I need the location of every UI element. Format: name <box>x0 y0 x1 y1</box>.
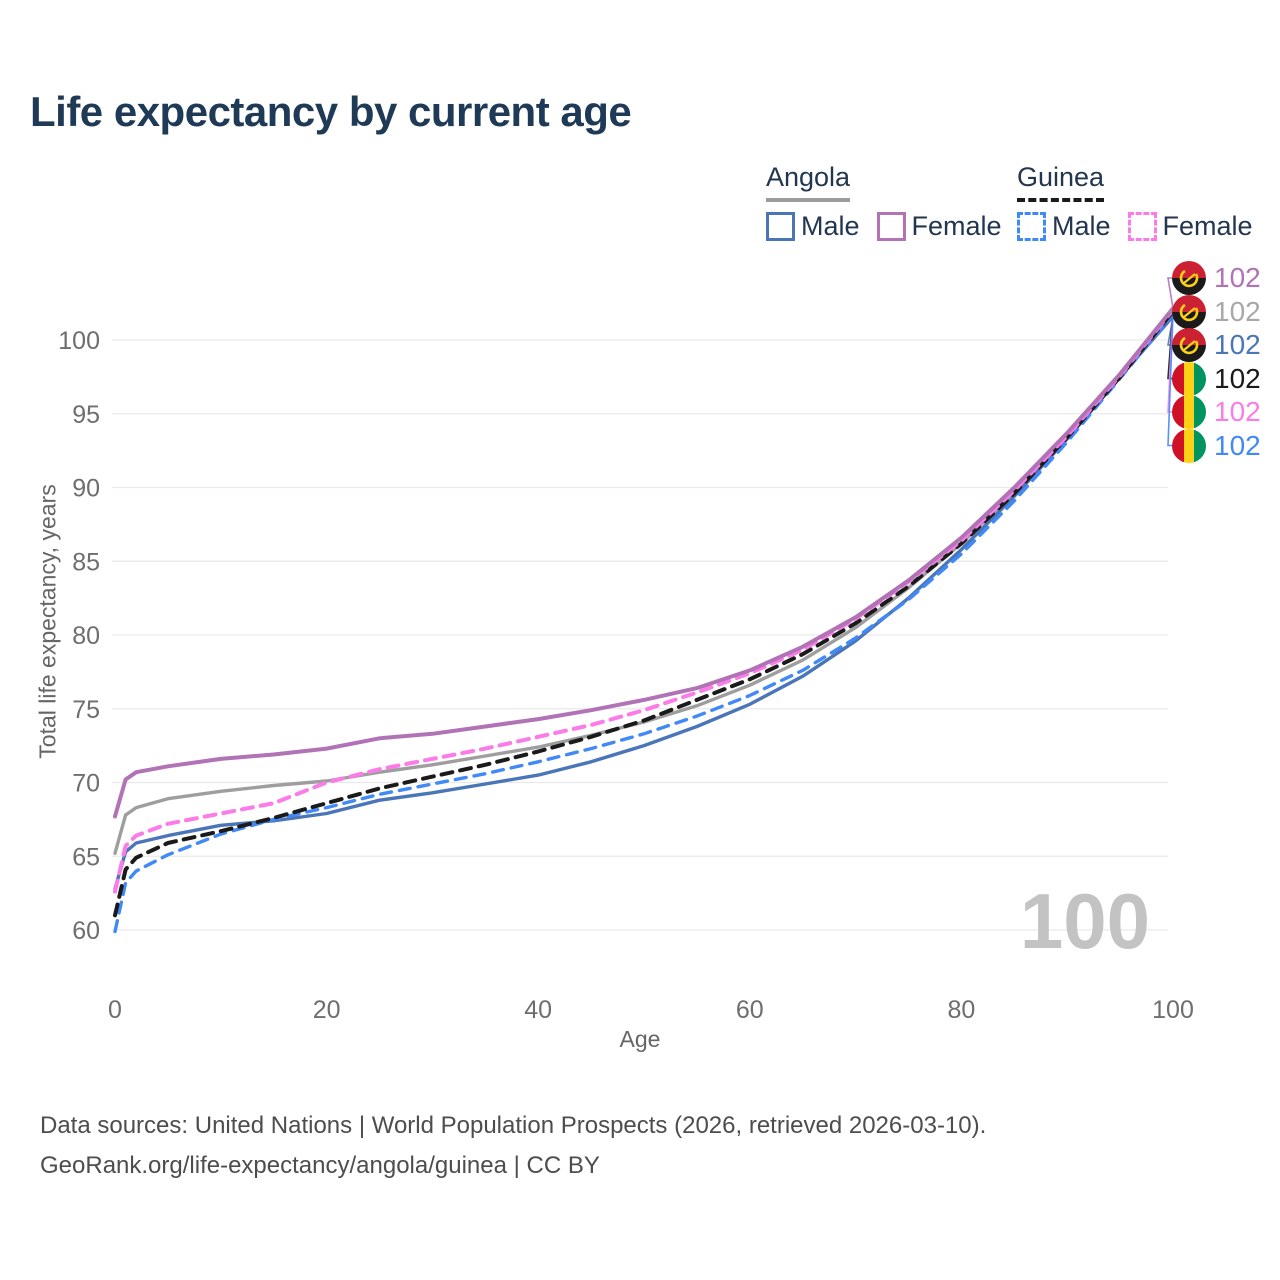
end-label-row: 102 <box>1172 328 1261 362</box>
end-label-value: 102 <box>1214 362 1261 394</box>
y-axis-title: Total life expectancy, years <box>34 484 61 759</box>
guinea-flag-icon <box>1172 361 1206 396</box>
legend-guinea-header[interactable]: Guinea <box>1017 162 1105 202</box>
legend-group-guinea: Guinea Male Female <box>1017 162 1270 242</box>
end-label-row: 102 <box>1172 261 1261 295</box>
x-tick-label: 0 <box>108 996 122 1024</box>
data-sources-text: Data sources: United Nations | World Pop… <box>40 1112 987 1139</box>
series-line-angola-male <box>113 314 1175 891</box>
y-tick-label: 90 <box>72 475 100 503</box>
end-label-row: 102 <box>1172 395 1261 429</box>
x-tick-label: 100 <box>1152 996 1194 1024</box>
end-label-value: 102 <box>1214 262 1261 293</box>
legend-group-angola: Angola Male Female <box>766 162 1019 242</box>
attribution-text: GeoRank.org/life-expectancy/angola/guine… <box>40 1152 600 1179</box>
end-label-value: 102 <box>1214 295 1261 327</box>
x-tick-label: 80 <box>947 996 975 1024</box>
age-watermark: 100 <box>1019 877 1150 965</box>
x-tick-label: 60 <box>736 996 764 1024</box>
y-tick-label: 85 <box>72 548 100 576</box>
legend-item-label: Female <box>911 211 1002 241</box>
x-tick-label: 20 <box>313 996 341 1024</box>
legend-item-angola-male[interactable]: Male <box>766 211 860 242</box>
y-tick-label: 75 <box>72 696 100 724</box>
series-line-guinea-male <box>113 312 1175 934</box>
guinea-flag-icon <box>1172 428 1206 463</box>
legend-item-label: Male <box>801 211 860 241</box>
angola-flag-icon <box>1172 328 1206 362</box>
guinea-female-swatch-icon <box>1127 212 1157 241</box>
end-label-value: 102 <box>1214 329 1261 360</box>
guinea-male-swatch-icon <box>1017 212 1046 241</box>
end-label-row: 102 <box>1172 361 1261 396</box>
y-tick-label: 80 <box>72 622 100 650</box>
end-label-value: 102 <box>1214 396 1261 427</box>
guinea-flag-icon <box>1172 395 1206 429</box>
legend-item-label: Female <box>1162 211 1253 241</box>
angola-female-swatch-icon <box>876 212 906 241</box>
angola-flag-icon <box>1172 261 1206 295</box>
end-label-row: 102 <box>1172 428 1261 463</box>
end-label-row: 102 <box>1172 294 1261 329</box>
series-line-angola-female <box>113 306 1175 819</box>
series-line-guinea-female <box>113 307 1175 894</box>
footer: Data sources: United Nations | World Pop… <box>40 1106 986 1186</box>
y-tick-label: 95 <box>72 401 100 429</box>
y-tick-label: 100 <box>58 327 100 355</box>
angola-flag-icon <box>1172 294 1206 329</box>
x-tick-label: 40 <box>524 996 552 1024</box>
legend-angola-header[interactable]: Angola <box>766 162 851 202</box>
legend-item-guinea-male[interactable]: Male <box>1017 211 1111 242</box>
series-line-angola-both <box>113 310 1175 855</box>
x-axis-title: Age <box>619 1026 661 1052</box>
angola-male-swatch-icon <box>766 212 795 241</box>
end-label-value: 102 <box>1214 429 1261 461</box>
series-line-guinea-both <box>113 309 1175 918</box>
y-tick-label: 60 <box>72 917 100 945</box>
page-title: Life expectancy by current age <box>30 88 632 135</box>
legend-item-angola-female[interactable]: Female <box>876 211 1002 242</box>
legend-item-label: Male <box>1052 211 1111 241</box>
y-tick-label: 70 <box>72 770 100 798</box>
y-tick-label: 65 <box>72 843 100 871</box>
legend-item-guinea-female[interactable]: Female <box>1127 211 1253 242</box>
